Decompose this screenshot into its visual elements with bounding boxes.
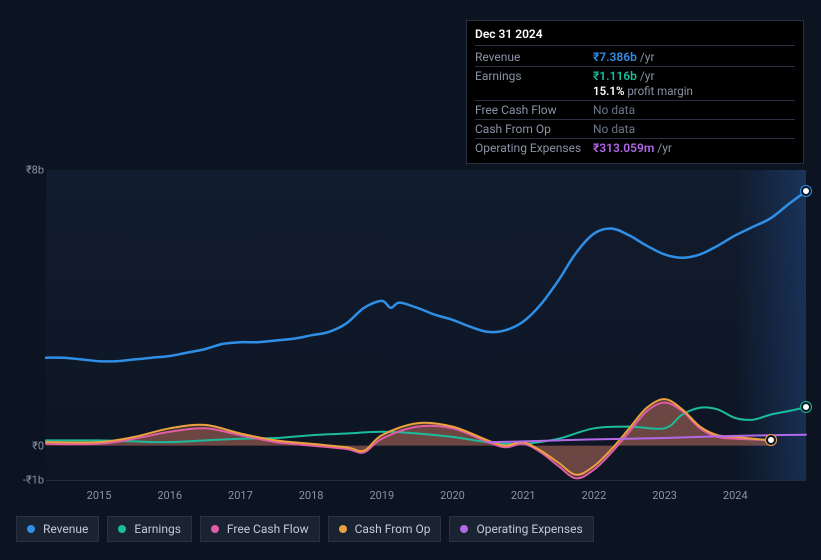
legend-item-revenue[interactable]: Revenue bbox=[16, 516, 99, 542]
gridline bbox=[46, 480, 806, 481]
series-end-marker bbox=[801, 402, 811, 412]
plot-region[interactable]: 2015201620172018201920202021202220232024 bbox=[46, 170, 806, 480]
legend-item-earnings[interactable]: Earnings bbox=[107, 516, 192, 542]
series-line-revenue bbox=[46, 191, 806, 361]
tooltip-row-value: No data bbox=[593, 101, 795, 120]
y-axis-label: -₹1b bbox=[16, 474, 44, 487]
legend-dot-icon bbox=[339, 525, 347, 533]
x-axis-label: 2019 bbox=[369, 489, 394, 502]
series-fill-cfo bbox=[46, 399, 771, 475]
chart-area[interactable]: ₹8b₹0-₹1b 201520162017201820192020202120… bbox=[16, 170, 806, 480]
x-axis-label: 2015 bbox=[87, 489, 112, 502]
legend-dot-icon bbox=[211, 525, 219, 533]
series-svg bbox=[46, 170, 806, 480]
legend-label: Revenue bbox=[43, 522, 88, 536]
tooltip-row-label: Free Cash Flow bbox=[475, 101, 593, 120]
chart-panel: Dec 31 2024 Revenue₹7.386b /yrEarnings₹1… bbox=[0, 0, 821, 560]
legend-dot-icon bbox=[460, 525, 468, 533]
series-end-marker bbox=[801, 186, 811, 196]
legend: Revenue Earnings Free Cash Flow Cash From O… bbox=[16, 516, 594, 542]
legend-item-fcf[interactable]: Free Cash Flow bbox=[200, 516, 320, 542]
legend-dot-icon bbox=[27, 525, 35, 533]
datapoint-tooltip: Dec 31 2024 Revenue₹7.386b /yrEarnings₹1… bbox=[466, 20, 804, 164]
tooltip-row-label: Cash From Op bbox=[475, 120, 593, 139]
legend-label: Earnings bbox=[134, 522, 181, 536]
x-axis-label: 2016 bbox=[157, 489, 182, 502]
x-axis-label: 2022 bbox=[582, 489, 607, 502]
tooltip-table: Revenue₹7.386b /yrEarnings₹1.116b /yr15.… bbox=[475, 48, 795, 157]
tooltip-row-value: No data bbox=[593, 120, 795, 139]
tooltip-row-label: Revenue bbox=[475, 48, 593, 67]
tooltip-row-value: ₹7.386b /yr bbox=[593, 48, 795, 67]
y-axis-label: ₹8b bbox=[16, 164, 44, 177]
legend-item-cfo[interactable]: Cash From Op bbox=[328, 516, 442, 542]
legend-dot-icon bbox=[118, 525, 126, 533]
y-axis-label: ₹0 bbox=[16, 439, 44, 452]
x-axis-label: 2020 bbox=[440, 489, 465, 502]
x-axis-label: 2023 bbox=[652, 489, 677, 502]
series-end-marker bbox=[766, 435, 776, 445]
tooltip-row-label: Operating Expenses bbox=[475, 139, 593, 158]
legend-item-opex[interactable]: Operating Expenses bbox=[449, 516, 593, 542]
tooltip-date: Dec 31 2024 bbox=[475, 27, 795, 46]
legend-label: Cash From Op bbox=[355, 522, 431, 536]
tooltip-row-value: ₹313.059m /yr bbox=[593, 139, 795, 158]
x-axis-label: 2018 bbox=[299, 489, 324, 502]
legend-label: Operating Expenses bbox=[476, 522, 582, 536]
x-axis-label: 2021 bbox=[511, 489, 536, 502]
x-axis-label: 2017 bbox=[228, 489, 253, 502]
legend-label: Free Cash Flow bbox=[227, 522, 309, 536]
tooltip-row-value: ₹1.116b /yr15.1% profit margin bbox=[593, 67, 795, 101]
x-axis-label: 2024 bbox=[723, 489, 748, 502]
tooltip-row-label: Earnings bbox=[475, 67, 593, 101]
